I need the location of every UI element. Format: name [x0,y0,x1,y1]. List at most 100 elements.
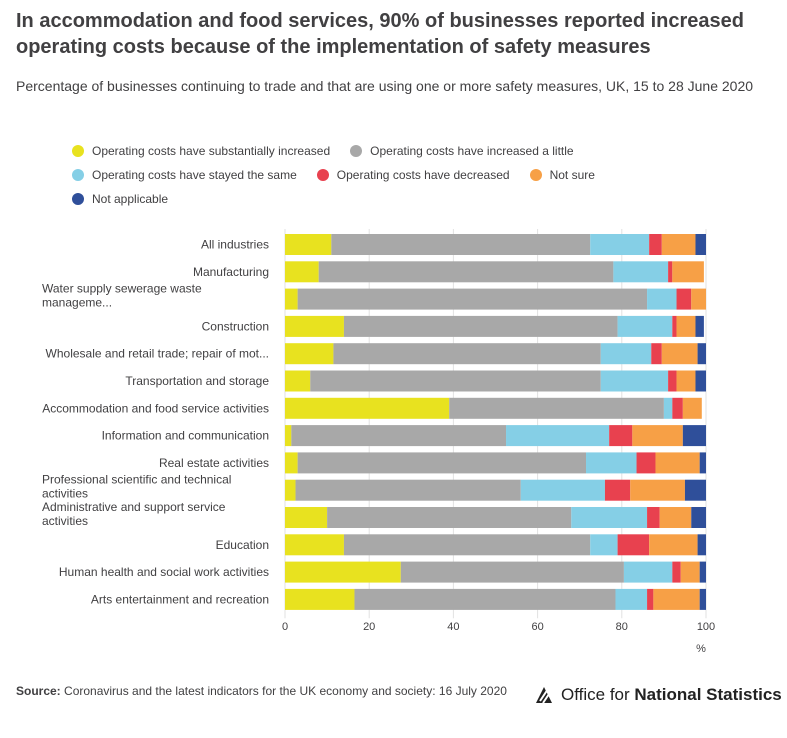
legend-row: Operating costs have substantially incre… [72,139,712,163]
bar-segment [285,397,450,419]
category-label: Arts entertainment and recreation [91,592,269,606]
bar-segment [699,561,706,583]
legend-label: Operating costs have substantially incre… [92,144,331,158]
bar-segment [333,343,601,365]
bar-segment [327,507,572,528]
bar-segment [600,370,669,392]
legend-swatch [529,169,542,181]
bar-segment [604,479,631,501]
legend-swatch [350,145,363,157]
category-label: Human health and social work activities [59,565,269,579]
category-label: Transportation and storage [125,374,269,388]
bar-segment [672,261,704,283]
category-label: Real estate activities [159,456,269,470]
bar-segment [331,234,591,255]
bar-segment [285,261,319,283]
bar-segment [676,288,692,310]
category-label: Administrative and support service activi… [42,500,226,528]
bar-segment [661,343,698,365]
bar-segment [310,370,601,392]
bar-segment [285,370,311,392]
ons-logo-icon [536,687,552,704]
bar-segment [691,288,706,310]
bar-segment [285,561,401,583]
bar-segment [586,452,637,474]
x-tick-label: 100 [697,621,715,633]
source-note: Source: Coronavirus and the latest indic… [16,682,516,701]
legend-item-stayed-same: Operating costs have stayed the same [72,168,297,182]
bar-segment [697,343,706,365]
logo-prefix: Office for [561,685,635,704]
bar-segment [600,343,652,365]
bar-segment [285,343,334,365]
bar-segment [659,507,692,528]
chart-title: In accommodation and food services, 90% … [16,10,745,58]
x-tick-label: 60 [531,621,543,633]
bar-segment [649,534,698,556]
category-label: All industries [201,238,269,252]
category-label: Professional scientific and technical act… [42,473,231,501]
bar-segment [617,315,673,337]
x-tick-label: 0 [282,621,288,633]
bar-segment [672,561,681,583]
bar-segment [695,234,706,255]
legend-row: Operating costs have stayed the same Ope… [72,163,712,187]
legend-label: Operating costs have increased a little [370,144,574,158]
bar-segment [661,234,696,255]
category-label: Construction [202,319,269,333]
bar-segment [697,534,706,556]
legend-row: Not applicable [72,187,712,211]
bar-segment [613,261,669,283]
bar-segment [400,561,624,583]
ons-logo-text: Office for National Statistics [561,685,782,705]
legend-label: Not sure [549,168,595,182]
category-label: Water supply sewerage waste manageme... [42,282,202,310]
bar-segment [668,370,677,392]
bar-segment [285,452,298,474]
bar-segment [676,315,696,337]
bar-segment [318,261,614,283]
bar-segment [285,534,344,556]
bar-segment [668,261,673,283]
bar-segment [285,288,298,310]
bar-segment [285,588,355,610]
category-label: Information and communication [102,429,269,443]
bar-segment [649,234,662,255]
legend-label: Operating costs have decreased [336,168,510,182]
bar-segment [651,343,662,365]
stacked-bar-chart: All industries Manufacturing Water supply … [42,229,715,655]
legend-swatch [72,145,84,157]
bar-segment [682,425,706,447]
legend-swatch [72,193,84,205]
bar-segment [343,534,591,556]
bar-segment [699,452,706,474]
bar-segment [691,507,706,528]
bar-segment [506,425,610,447]
bar-segment [684,479,706,501]
bar-segment [285,234,332,255]
bar-segment [354,588,616,610]
bar-segment [699,588,706,610]
legend-label: Not applicable [92,192,169,206]
bar-segment [297,452,587,474]
bar-segment [653,588,700,610]
bar-segment [609,425,633,447]
bar-segment [285,315,344,337]
x-axis-label: % [696,643,706,655]
source-label: Source: [16,684,61,698]
category-label: Manufacturing [193,265,269,279]
category-label: Accommodation and food service activitie… [42,401,269,415]
legend-item-increased-little: Operating costs have increased a little [350,144,574,158]
legend-label: Operating costs have stayed the same [92,168,297,182]
bar-segment [571,507,648,528]
ons-logo: Office for National Statistics [533,684,782,706]
bar-segment [285,425,292,447]
legend-swatch [72,169,84,181]
category-label: Education [216,538,269,552]
bar-segment [617,534,650,556]
bar-segment [680,561,700,583]
bar-segment [590,234,650,255]
bar-segment [297,288,648,310]
bar-segment [343,315,618,337]
bar-segment [615,588,648,610]
